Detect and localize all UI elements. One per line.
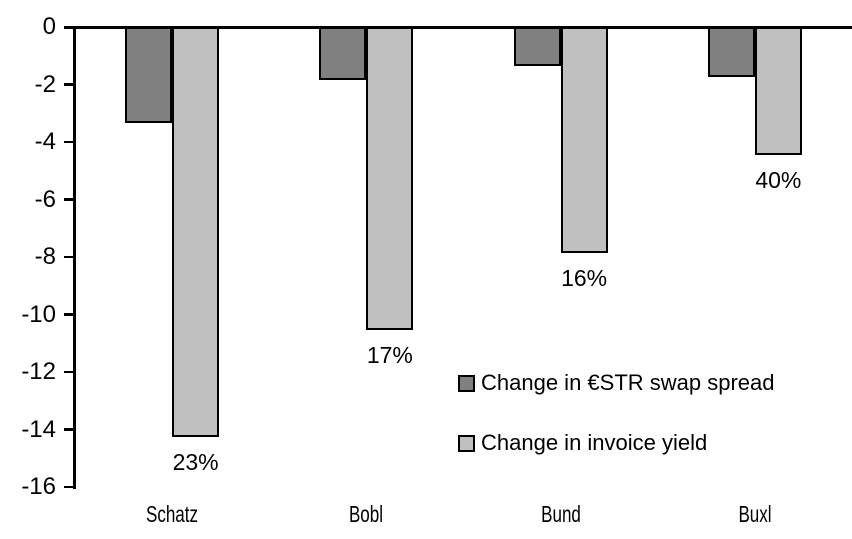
- zero-baseline: [64, 25, 852, 29]
- bar-segment-invoice-yield-bund: [560, 25, 608, 253]
- y-tick-label: -6: [34, 185, 56, 213]
- bar-segment-invoice-yield-bobl: [366, 25, 414, 331]
- y-tick-label: -2: [34, 70, 56, 98]
- point-label-buxl: 40%: [755, 167, 802, 193]
- bar-segment-invoice-yield-buxl: [754, 25, 802, 155]
- point-label-schatz: 23%: [172, 448, 219, 475]
- y-tick-label: -4: [34, 128, 56, 155]
- bar-segment-swap-spread-bobl: [319, 25, 367, 81]
- bar-segment-invoice-yield-schatz: [172, 25, 220, 437]
- y-tick-label: 0: [42, 13, 56, 40]
- y-tick-mark: [64, 428, 75, 431]
- bar-segment-swap-spread-buxl: [707, 25, 755, 78]
- x-axis-label-bund: Bund: [540, 501, 581, 527]
- y-tick-mark: [64, 83, 75, 86]
- legend-swatch-swap-spread-icon: [458, 374, 475, 392]
- x-axis-label-bobl: Bobl: [349, 501, 384, 527]
- y-tick-mark: [64, 255, 75, 259]
- legend-swatch-invoice-yield-icon: [458, 434, 475, 452]
- y-tick-label: -16: [21, 473, 56, 500]
- bar-segment-swap-spread-bund: [513, 25, 561, 66]
- legend-label-swap-spread: Change in €STR swap spread: [481, 370, 775, 395]
- x-axis-label-buxl: Buxl: [738, 501, 772, 527]
- y-tick-mark: [64, 140, 75, 144]
- bar-segment-swap-spread-schatz: [125, 25, 173, 124]
- legend: Change in €STR swap spread Change in inv…: [458, 372, 775, 492]
- point-label-bund: 16%: [561, 264, 608, 291]
- point-label-bobl: 17%: [366, 342, 413, 369]
- y-tick-mark: [64, 485, 75, 489]
- y-tick-label: -12: [21, 358, 56, 385]
- y-tick-mark: [64, 313, 75, 316]
- y-tick-label: -8: [34, 243, 56, 270]
- y-tick-label: -14: [21, 415, 56, 443]
- x-axis-label-schatz: Schatz: [146, 501, 199, 527]
- legend-item-invoice-yield: Change in invoice yield: [458, 432, 775, 454]
- y-tick-mark: [64, 370, 75, 374]
- y-tick-mark: [64, 198, 75, 201]
- legend-item-swap-spread: Change in €STR swap spread: [458, 372, 775, 394]
- y-tick-label: -10: [21, 300, 56, 328]
- legend-label-invoice-yield: Change in invoice yield: [481, 430, 708, 455]
